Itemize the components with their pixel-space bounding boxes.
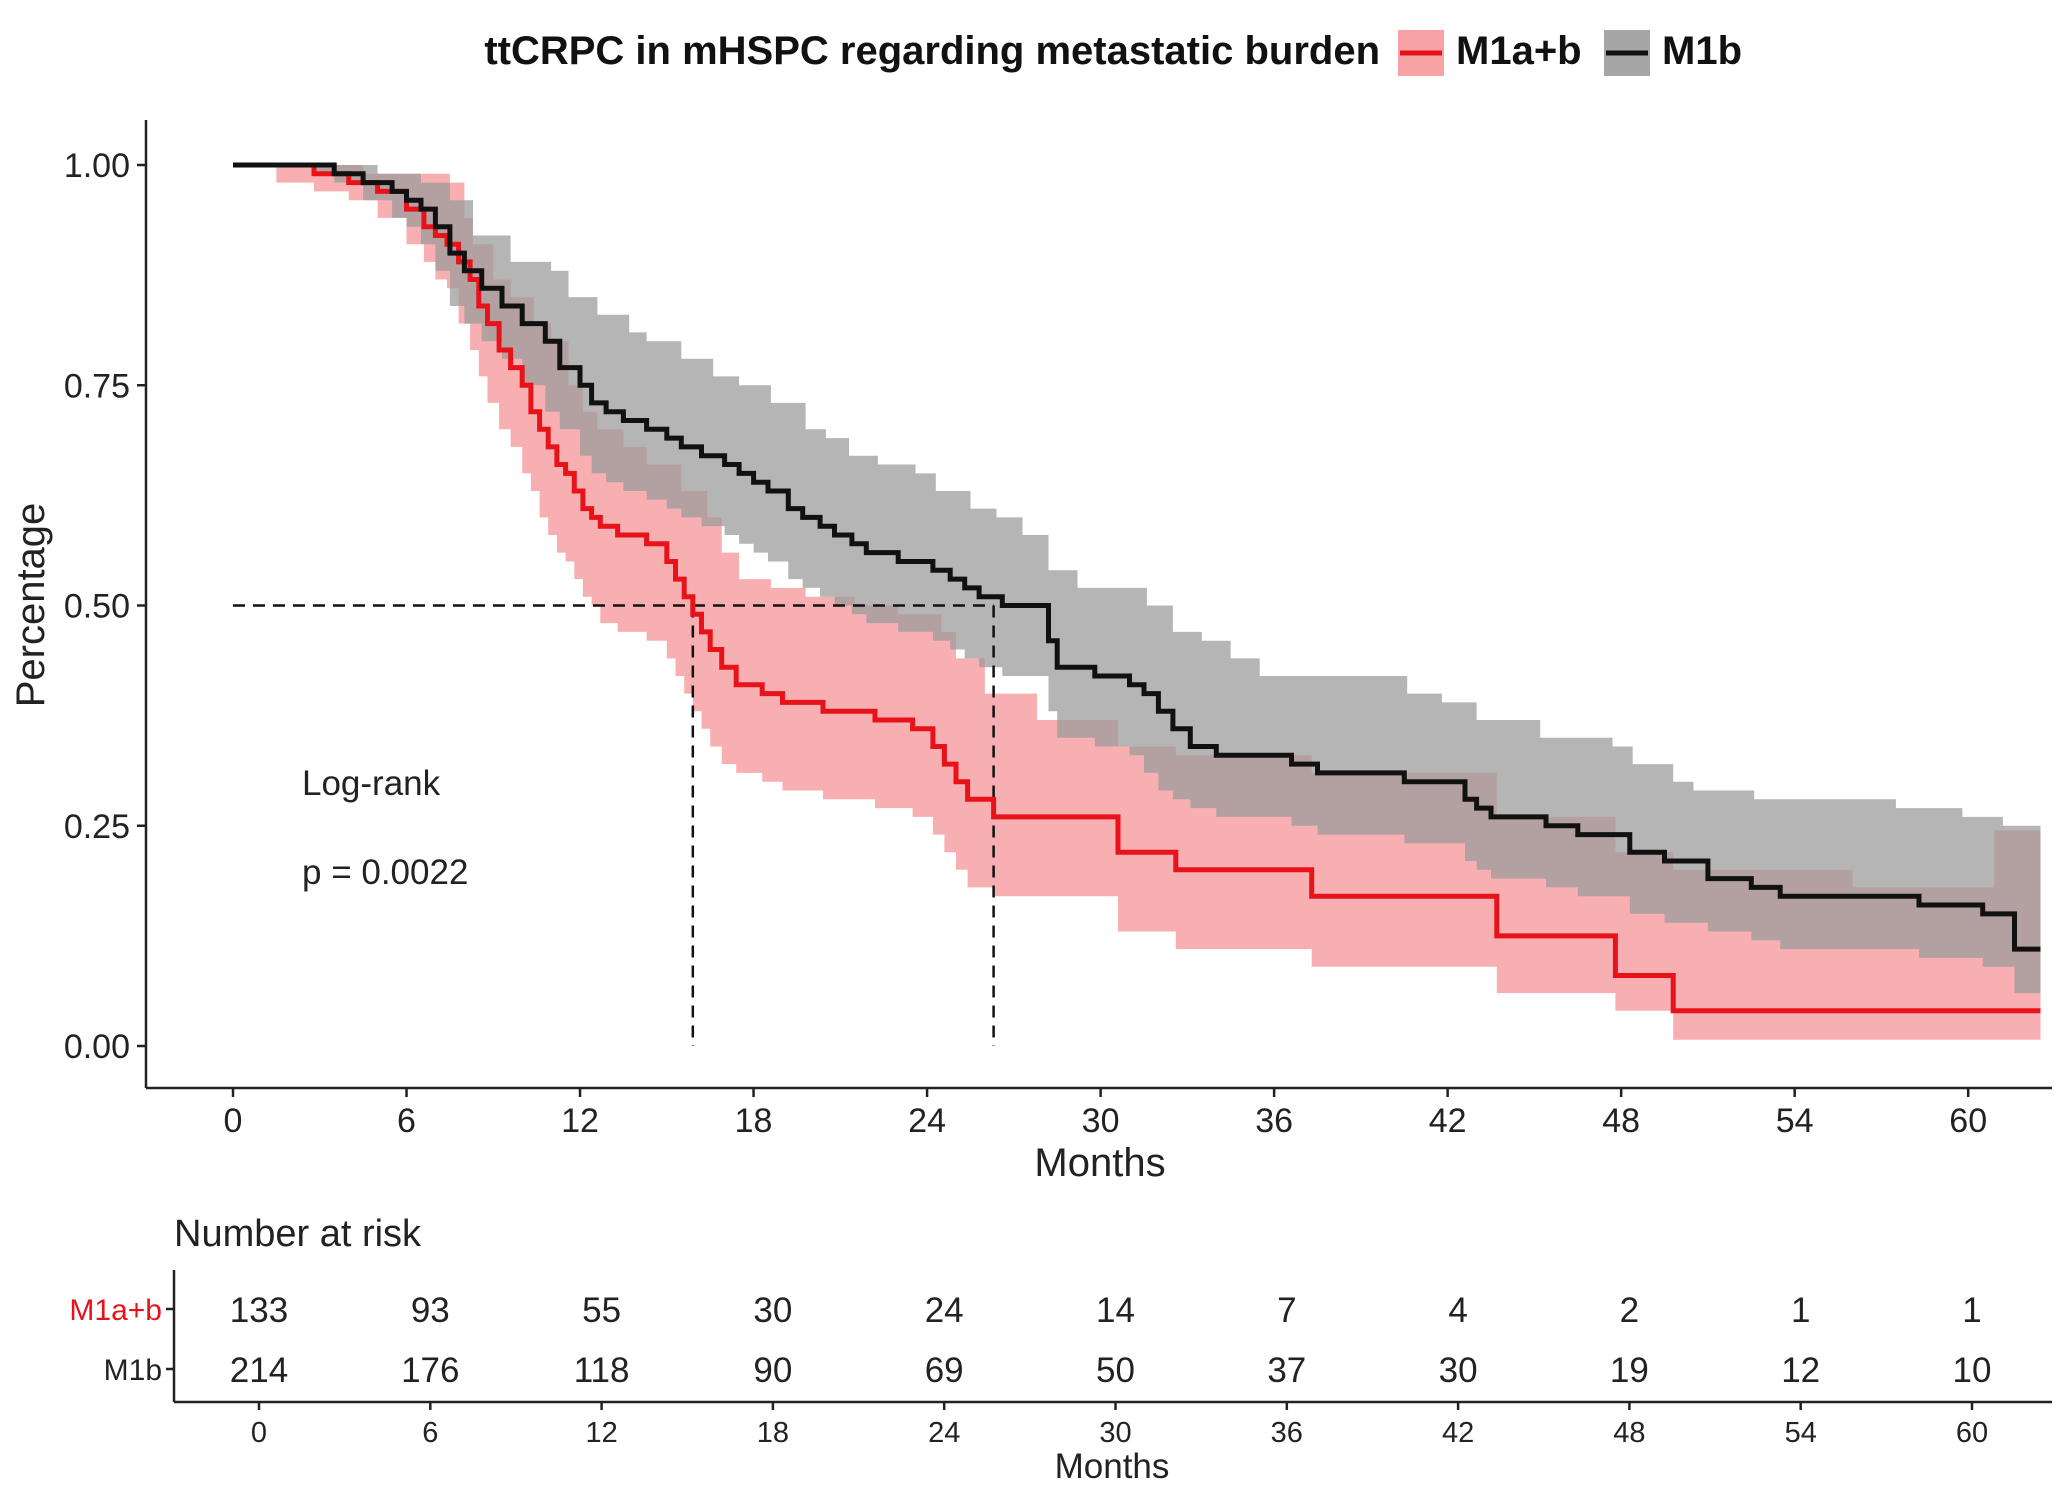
risk-cell: 4 [1448,1291,1467,1330]
risk-cell: 24 [925,1291,964,1330]
survival-curve-m1b [233,162,2041,952]
risk-cell: 214 [230,1351,288,1390]
risk-cell: 133 [230,1291,288,1330]
risk-x-tick-label: 30 [1099,1417,1131,1449]
risk-row-label: M1a+b [69,1294,162,1327]
y-tick-label: 0.75 [64,367,130,405]
risk-cell: 69 [925,1351,964,1390]
x-tick-label: 54 [1776,1102,1814,1140]
x-axis-title: Months [1034,1141,1165,1185]
risk-cell: 7 [1277,1291,1296,1330]
risk-x-tick-label: 54 [1785,1417,1817,1449]
x-tick-label: 24 [908,1102,946,1140]
legend-label-m1b: M1b [1662,29,1742,73]
risk-cell: 30 [753,1291,792,1330]
risk-cell: 12 [1781,1351,1820,1390]
risk-cell: 93 [411,1291,450,1330]
risk-cell: 118 [574,1351,630,1390]
y-tick-label: 1.00 [64,147,130,185]
risk-cell: 50 [1096,1351,1135,1390]
risk-cell: 10 [1953,1351,1992,1390]
y-tick-label: 0.00 [64,1028,130,1066]
axes: 0.00 0.25 0.50 0.75 1.00 0 6 12 18 24 30 36 42 48 54 60 [64,120,2052,1140]
risk-x-tick-label: 12 [585,1417,617,1449]
x-tick-label: 6 [397,1102,416,1140]
risk-table-x-title: Months [1055,1447,1170,1486]
risk-cell: 55 [582,1291,621,1330]
x-tick-label: 60 [1949,1102,1987,1140]
risk-x-tick-label: 6 [422,1417,438,1449]
risk-cell: 90 [753,1351,792,1390]
risk-cell: 37 [1267,1351,1306,1390]
risk-cell: 1 [1962,1291,1981,1330]
x-tick-label: 48 [1602,1102,1640,1140]
risk-x-tick-label: 0 [251,1417,267,1449]
risk-cell: 14 [1096,1291,1135,1330]
legend: M1a+b M1b [1398,29,1742,76]
chart-title: ttCRPC in mHSPC regarding metastatic bur… [484,29,1380,73]
risk-row-label: M1b [104,1354,162,1387]
median-lines [233,604,995,1046]
logrank-pvalue: p = 0.0022 [302,853,468,892]
x-tick-label: 36 [1255,1102,1293,1140]
risk-x-tick-label: 18 [757,1417,789,1449]
risk-x-tick-label: 36 [1271,1417,1303,1449]
y-tick-label: 0.25 [64,808,130,846]
risk-cell: 30 [1439,1351,1478,1390]
risk-cell: 1 [1791,1291,1810,1330]
risk-x-tick-label: 60 [1956,1417,1988,1449]
legend-label-m1ab: M1a+b [1456,29,1582,73]
risk-cell: 176 [401,1351,459,1390]
x-tick-label: 42 [1429,1102,1467,1140]
risk-x-tick-label: 48 [1613,1417,1645,1449]
y-axis-title: Percentage [9,503,53,708]
logrank-label: Log-rank [302,764,441,803]
confidence-bands [233,165,2041,1040]
x-tick-label: 0 [224,1102,243,1140]
survival-curves [233,162,2041,1014]
risk-cell: 2 [1620,1291,1639,1330]
x-tick-label: 18 [735,1102,773,1140]
survival-curve-m1ab [233,162,2041,1014]
risk-table-title: Number at risk [174,1213,422,1255]
x-tick-label: 30 [1082,1102,1120,1140]
x-tick-label: 12 [561,1102,599,1140]
y-tick-label: 0.50 [64,588,130,626]
confidence-band-m1b [233,165,2041,994]
risk-x-tick-label: 24 [928,1417,960,1449]
risk-cell: 19 [1610,1351,1649,1390]
risk-x-tick-label: 42 [1442,1417,1474,1449]
